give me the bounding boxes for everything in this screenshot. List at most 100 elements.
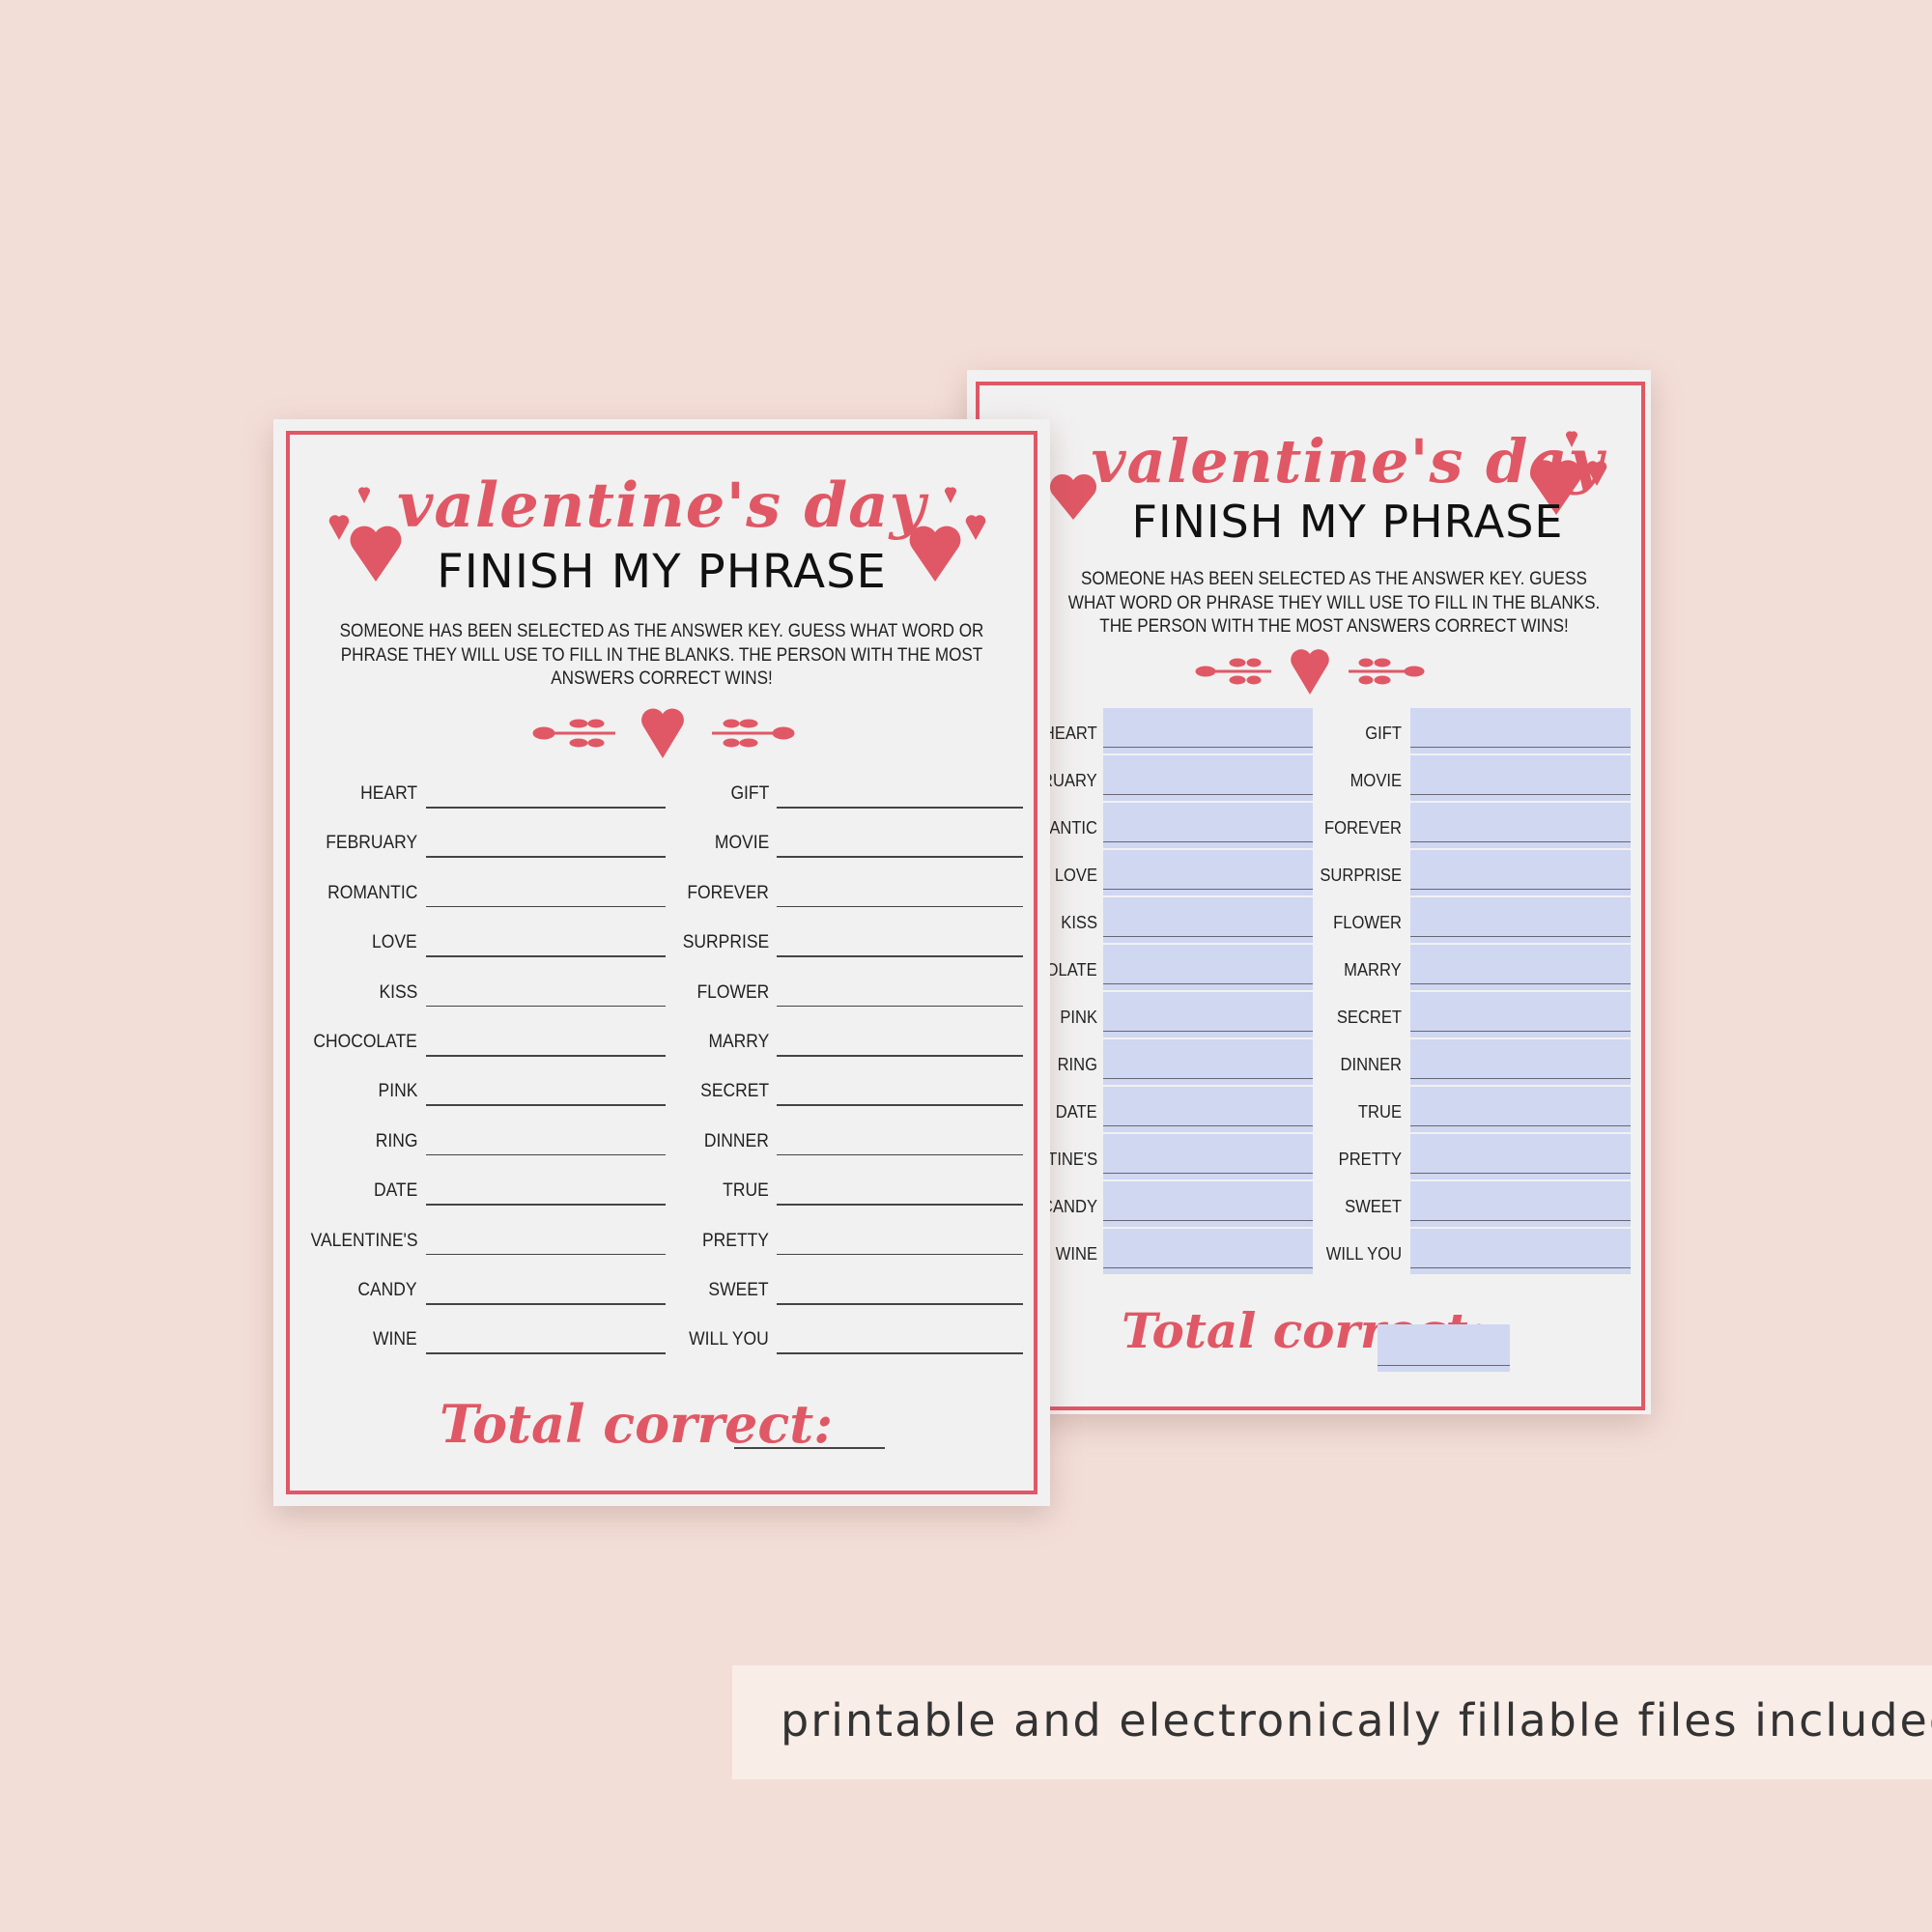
word-label: WINE xyxy=(373,1329,417,1350)
word-label: CANDY xyxy=(1041,1197,1097,1216)
answer-line[interactable] xyxy=(777,807,1023,809)
caption-banner: printable and electronically fillable fi… xyxy=(732,1665,1932,1779)
word-label: TRUE xyxy=(723,1180,769,1202)
answer-field[interactable] xyxy=(1410,755,1631,801)
answer-line[interactable] xyxy=(777,1055,1023,1057)
answer-field[interactable] xyxy=(1410,708,1631,753)
word-label: FOREVER xyxy=(1323,818,1402,838)
word-label: DATE xyxy=(373,1180,417,1202)
answer-field[interactable] xyxy=(1103,850,1313,895)
word-label: MOVIE xyxy=(1350,771,1402,790)
word-label: ROMANTIC xyxy=(327,882,417,903)
word-label: FLOWER xyxy=(696,981,769,1003)
word-label: DATE xyxy=(1056,1102,1097,1122)
total-correct-field[interactable] xyxy=(1378,1324,1510,1372)
total-correct-line[interactable] xyxy=(734,1447,885,1449)
answer-field[interactable] xyxy=(1410,1229,1631,1274)
heart-cluster-left-icon xyxy=(1049,473,1097,520)
word-label: KISS xyxy=(1061,913,1097,932)
answer-line[interactable] xyxy=(426,1352,666,1354)
answer-field[interactable] xyxy=(1103,708,1313,753)
answer-line[interactable] xyxy=(777,1104,1023,1106)
instructions: SOMEONE HAS BEEN SELECTED AS THE ANSWER … xyxy=(339,621,984,690)
word-label: SECRET xyxy=(1336,1008,1402,1027)
answer-field[interactable] xyxy=(1103,1181,1313,1227)
answer-field[interactable] xyxy=(1103,945,1313,990)
word-label: WILL YOU xyxy=(689,1329,769,1350)
answer-line[interactable] xyxy=(426,1303,666,1305)
answer-field[interactable] xyxy=(1103,803,1313,848)
answer-field[interactable] xyxy=(1410,1039,1631,1085)
word-label: GIFT xyxy=(730,783,769,804)
heart-cluster-left-icon xyxy=(328,487,402,582)
answer-line[interactable] xyxy=(777,856,1023,858)
answer-field[interactable] xyxy=(1103,1134,1313,1179)
word-label: FEBRUARY xyxy=(326,833,417,854)
word-label: MARRY xyxy=(1344,960,1402,980)
word-label: HEART xyxy=(1043,724,1097,743)
answer-line[interactable] xyxy=(777,1005,1023,1008)
answer-line[interactable] xyxy=(426,1005,666,1008)
total-correct-label: Total correct: xyxy=(440,1393,834,1455)
answer-line[interactable] xyxy=(426,1253,666,1256)
word-label: DINNER xyxy=(703,1130,769,1151)
word-label: CANDY xyxy=(357,1280,417,1300)
instructions: SOMEONE HAS BEEN SELECTED AS THE ANSWER … xyxy=(1067,569,1601,638)
word-label: RING xyxy=(1057,1055,1097,1074)
word-label: MARRY xyxy=(708,1032,769,1052)
answer-line[interactable] xyxy=(426,1153,666,1156)
word-label: GIFT xyxy=(1365,724,1402,743)
page-title: FINISH MY PHRASE xyxy=(437,545,887,599)
answer-field[interactable] xyxy=(1103,1229,1313,1274)
answer-line[interactable] xyxy=(426,1204,666,1206)
answer-field[interactable] xyxy=(1103,1039,1313,1085)
answer-line[interactable] xyxy=(426,807,666,809)
answer-field[interactable] xyxy=(1103,897,1313,943)
fillable-sheet: valentine's day FINISH MY PHRASE SOMEONE… xyxy=(967,370,1651,1414)
answer-field[interactable] xyxy=(1103,755,1313,801)
answer-line[interactable] xyxy=(777,1253,1023,1256)
answer-line[interactable] xyxy=(777,1352,1023,1354)
answer-line[interactable] xyxy=(426,856,666,858)
word-label: TRUE xyxy=(1357,1102,1402,1122)
answer-field[interactable] xyxy=(1410,1087,1631,1132)
answer-line[interactable] xyxy=(777,955,1023,957)
answer-line[interactable] xyxy=(426,955,666,957)
word-label: PINK xyxy=(1060,1008,1097,1027)
word-label: RING xyxy=(375,1130,417,1151)
word-label: SECRET xyxy=(700,1081,769,1102)
answer-line[interactable] xyxy=(777,1303,1023,1305)
word-label: FLOWER xyxy=(1333,913,1402,932)
heart-divider-icon xyxy=(532,708,795,758)
word-label: SWEET xyxy=(708,1280,769,1300)
answer-line[interactable] xyxy=(777,1204,1023,1206)
answer-line[interactable] xyxy=(426,905,666,908)
word-label: FOREVER xyxy=(687,882,769,903)
word-label: KISS xyxy=(379,981,417,1003)
answer-field[interactable] xyxy=(1410,945,1631,990)
word-label: PRETTY xyxy=(1338,1150,1402,1169)
heart-cluster-right-icon xyxy=(909,487,986,582)
answer-field[interactable] xyxy=(1410,992,1631,1037)
answer-field[interactable] xyxy=(1410,850,1631,895)
word-label: PRETTY xyxy=(702,1230,769,1251)
answer-field[interactable] xyxy=(1103,1087,1313,1132)
word-label: LOVE xyxy=(372,932,417,953)
answer-line[interactable] xyxy=(426,1104,666,1106)
answer-field[interactable] xyxy=(1103,992,1313,1037)
script-title: valentine's day xyxy=(397,469,926,542)
caption-text: printable and electronically fillable fi… xyxy=(781,1694,1932,1747)
answer-field[interactable] xyxy=(1410,1181,1631,1227)
printable-sheet: valentine's day FINISH MY PHRASE SOMEONE… xyxy=(273,419,1050,1506)
answer-field[interactable] xyxy=(1410,803,1631,848)
answer-line[interactable] xyxy=(777,905,1023,908)
word-label: WILL YOU xyxy=(1325,1244,1402,1264)
answer-line[interactable] xyxy=(426,1055,666,1057)
answer-field[interactable] xyxy=(1410,1134,1631,1179)
answer-field[interactable] xyxy=(1410,897,1631,943)
script-title: valentine's day xyxy=(1091,426,1605,497)
word-label: LOVE xyxy=(1054,866,1097,885)
answer-line[interactable] xyxy=(777,1153,1023,1156)
word-label: SURPRISE xyxy=(1320,866,1402,885)
word-label: DINNER xyxy=(1340,1055,1402,1074)
